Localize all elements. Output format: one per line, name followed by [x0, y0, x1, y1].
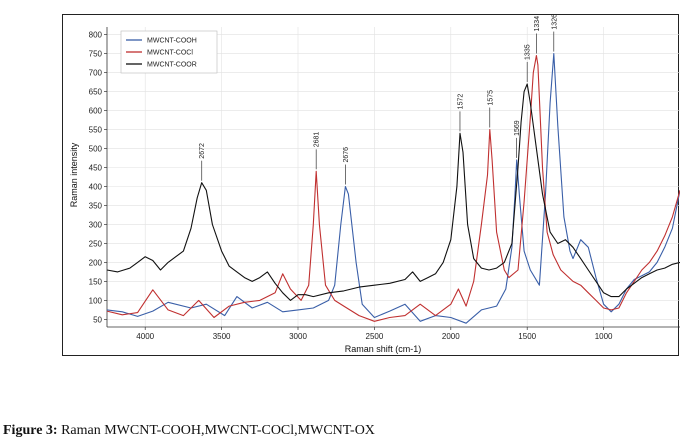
- y-tick-label-11: 600: [89, 107, 103, 116]
- legend-entry-0: MWCNT-COOH: [147, 38, 197, 45]
- peak-label-1334: 1334: [534, 16, 541, 32]
- y-axis-title: Raman intensity: [69, 142, 79, 207]
- y-tick-label-12: 650: [89, 88, 103, 97]
- peak-label-2676: 2676: [343, 147, 350, 163]
- x-tick-label-4: 2000: [442, 332, 460, 341]
- axes: 50 100 150 200 250 300 350 400 450 500 550 600 650 70…: [89, 27, 680, 341]
- y-tick-label-15: 800: [89, 31, 103, 40]
- peak-label-2672: 2672: [199, 143, 206, 159]
- figure-caption: Figure 3: Raman MWCNT-COOH,MWCNT-COCl,MW…: [3, 423, 375, 439]
- peak-label-1326: 1326: [551, 15, 558, 30]
- legend-entry-2: MWCNT-COOR: [147, 62, 197, 69]
- raman-chart: 50 100 150 200 250 300 350 400 450 500 550 600 650 70…: [69, 15, 680, 354]
- y-tick-label-14: 750: [89, 50, 103, 59]
- y-tick-label-3: 200: [89, 258, 103, 267]
- peak-label-2681: 2681: [314, 132, 321, 148]
- peak-annotations: 2672 2681 2676 1572 1575 1569 1335 1334 1326: [199, 15, 558, 185]
- y-tick-label-0: 50: [93, 315, 102, 324]
- x-axis-title: Raman shift (cm-1): [345, 344, 422, 354]
- figure-frame: 50 100 150 200 250 300 350 400 450 500 550 600 650 70…: [62, 14, 680, 356]
- series-line-mwcnt-coor: [106, 83, 680, 301]
- y-tick-label-7: 400: [89, 182, 103, 191]
- grid-lines: [107, 27, 680, 327]
- legend: MWCNT-COOH MWCNT-COCl MWCNT-COOR: [120, 30, 218, 74]
- y-tick-label-8: 450: [89, 164, 103, 173]
- y-tick-label-9: 500: [89, 145, 103, 154]
- peak-label-1569: 1569: [514, 120, 521, 136]
- y-tick-label-1: 100: [89, 296, 103, 305]
- x-tick-label-5: 1500: [518, 332, 536, 341]
- y-tick-label-13: 700: [89, 69, 103, 78]
- caption-text: Raman MWCNT-COOH,MWCNT-COCl,MWCNT-OX: [61, 423, 375, 438]
- x-tick-label-2: 3000: [289, 332, 307, 341]
- x-tick-label-3: 2500: [366, 332, 384, 341]
- peak-label-1575: 1575: [487, 90, 494, 106]
- y-tick-label-10: 550: [89, 126, 103, 135]
- y-tick-label-5: 300: [89, 220, 103, 229]
- caption-label: Figure 3:: [3, 423, 58, 438]
- y-tick-label-2: 150: [89, 277, 103, 286]
- series-line-mwcnt-cooh: [106, 53, 680, 324]
- peak-label-1335: 1335: [525, 44, 532, 60]
- x-tick-label-1: 3500: [213, 332, 231, 341]
- x-tick-label-0: 4000: [136, 332, 154, 341]
- series-lines: [106, 53, 680, 324]
- y-tick-label-6: 350: [89, 201, 103, 210]
- x-tick-label-6: 1000: [595, 332, 613, 341]
- y-tick-label-4: 250: [89, 239, 103, 248]
- series-line-mwcnt-cocl: [106, 54, 680, 322]
- legend-entry-1: MWCNT-COCl: [147, 50, 193, 57]
- peak-label-1572: 1572: [457, 94, 464, 110]
